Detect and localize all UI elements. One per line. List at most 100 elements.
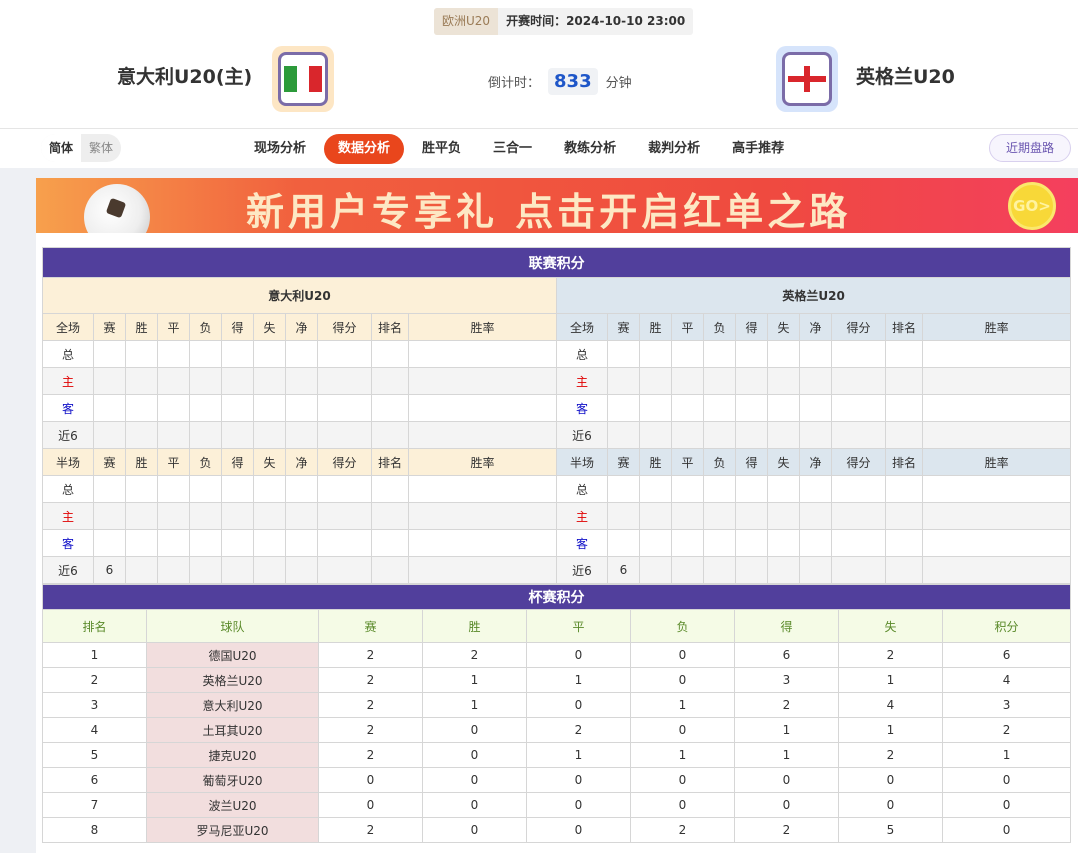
tab-1[interactable]: 数据分析	[324, 134, 405, 164]
table-cell	[921, 502, 1072, 530]
table-cell	[735, 475, 768, 503]
recent-button[interactable]: 近期盘路	[989, 134, 1071, 162]
column-header: 排名	[42, 609, 147, 643]
table-cell	[253, 394, 286, 422]
table-cell	[157, 475, 190, 503]
column-header: 负	[630, 609, 735, 643]
countdown-value: 833	[548, 68, 598, 95]
table-cell	[921, 394, 1072, 422]
table-cell: 0	[422, 817, 527, 843]
table-cell	[285, 556, 318, 584]
table-cell	[189, 421, 222, 449]
table-cell: 6	[607, 556, 640, 584]
table-cell: 2	[318, 742, 423, 768]
table-cell	[703, 529, 736, 557]
column-header: 得	[221, 313, 254, 341]
column-header: 得分	[317, 448, 372, 476]
table-cell	[921, 529, 1072, 557]
team-name[interactable]: 葡萄牙U20	[146, 767, 319, 793]
table-cell	[885, 421, 923, 449]
table-cell	[735, 502, 768, 530]
table-cell	[189, 394, 222, 422]
table-row: 总总	[42, 475, 1072, 503]
table-cell: 0	[630, 717, 735, 743]
column-header: 胜	[125, 448, 158, 476]
league-badge[interactable]: 欧洲U20	[434, 8, 499, 35]
table-cell	[221, 475, 254, 503]
lang-traditional[interactable]: 繁体	[89, 141, 114, 155]
tab-6[interactable]: 高手推荐	[732, 141, 785, 156]
column-header: 积分	[941, 609, 1072, 643]
tab-0[interactable]: 现场分析	[254, 141, 307, 156]
home-team-name[interactable]: 意大利U20(主)	[117, 66, 253, 88]
table-cell	[639, 340, 672, 368]
table-cell: 8	[42, 817, 147, 843]
team-name[interactable]: 捷克U20	[146, 742, 319, 768]
team-name[interactable]: 罗马尼亚U20	[146, 817, 319, 843]
kickoff-time: 开赛时间：2024-10-10 23:00	[506, 14, 686, 28]
table-cell: 0	[630, 642, 735, 668]
table-cell	[735, 340, 768, 368]
tab-5[interactable]: 裁判分析	[648, 141, 701, 156]
table-cell	[285, 394, 318, 422]
column-header: 得	[735, 313, 768, 341]
table-cell	[317, 394, 372, 422]
table-cell	[157, 421, 190, 449]
away-team-name[interactable]: 英格兰U20	[856, 66, 955, 88]
table-cell	[221, 421, 254, 449]
lang-simplified[interactable]: 简体	[41, 134, 82, 162]
table-row: 7 波兰U20 0 0 0 0 0 0 0	[42, 792, 1072, 818]
table-cell: 2	[318, 642, 423, 668]
table-cell	[285, 529, 318, 557]
table-cell	[703, 421, 736, 449]
match-meta: 欧洲U20 开赛时间：2024-10-10 23:00	[434, 8, 694, 35]
language-toggle: 简体 繁体	[41, 134, 122, 162]
table-cell	[317, 529, 372, 557]
table-cell	[408, 340, 557, 368]
table-cell: 1	[526, 742, 631, 768]
league-team-row: 意大利U20 英格兰U20	[42, 277, 1072, 314]
row-label: 客	[42, 529, 94, 557]
table-cell	[703, 340, 736, 368]
team-name[interactable]: 意大利U20	[146, 692, 319, 718]
team-name[interactable]: 英格兰U20	[146, 667, 319, 693]
table-cell: 2	[734, 692, 839, 718]
table-cell	[371, 394, 409, 422]
home-team-header: 意大利U20	[42, 277, 557, 314]
table-row: 主主	[42, 367, 1072, 395]
table-cell	[639, 475, 672, 503]
table-cell	[921, 340, 1072, 368]
home-flag[interactable]	[272, 46, 334, 112]
team-name[interactable]: 德国U20	[146, 642, 319, 668]
table-cell	[671, 529, 704, 557]
tab-4[interactable]: 教练分析	[564, 141, 617, 156]
away-flag[interactable]	[776, 46, 838, 112]
table-cell	[671, 421, 704, 449]
column-header: 得分	[831, 313, 886, 341]
tab-3[interactable]: 三合一	[493, 141, 533, 156]
row-label: 客	[556, 394, 608, 422]
tab-2[interactable]: 胜平负	[422, 141, 462, 156]
table-cell: 0	[526, 642, 631, 668]
column-header: 净	[799, 313, 832, 341]
go-button[interactable]: GO>	[1008, 182, 1056, 230]
column-header: 失	[253, 448, 286, 476]
table-row: 8 罗马尼亚U20 2 0 0 2 2 5 0	[42, 817, 1072, 843]
table-cell	[317, 475, 372, 503]
table-cell: 2	[941, 717, 1072, 743]
table-cell: 1	[734, 717, 839, 743]
table-row: 6 葡萄牙U20 0 0 0 0 0 0 0	[42, 767, 1072, 793]
table-cell	[157, 367, 190, 395]
table-cell	[799, 475, 832, 503]
team-name[interactable]: 波兰U20	[146, 792, 319, 818]
table-cell	[189, 556, 222, 584]
match-header: 欧洲U20 开赛时间：2024-10-10 23:00 意大利U20(主) 倒计…	[0, 0, 1078, 128]
table-cell	[253, 367, 286, 395]
team-name[interactable]: 土耳其U20	[146, 717, 319, 743]
table-cell	[607, 475, 640, 503]
spacer	[36, 168, 1078, 178]
table-cell	[671, 367, 704, 395]
column-header: 平	[157, 448, 190, 476]
promo-banner[interactable]: 新用户专享礼 点击开启红单之路 GO>	[36, 178, 1078, 233]
table-cell	[285, 340, 318, 368]
